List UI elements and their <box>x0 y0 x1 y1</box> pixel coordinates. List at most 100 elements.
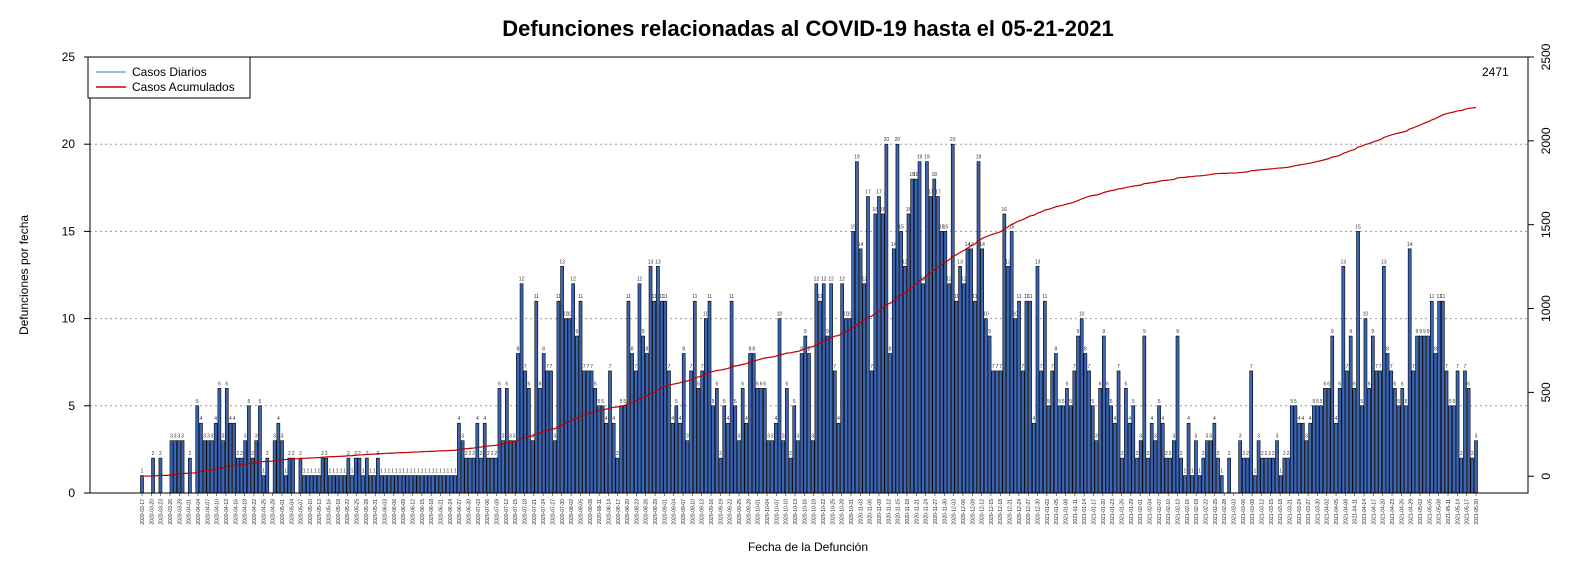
bar-198 <box>869 370 874 494</box>
bar-value-label: 7 <box>1250 364 1253 370</box>
bar-184 <box>818 300 822 494</box>
bar-209 <box>910 178 914 494</box>
bar-126 <box>604 422 609 494</box>
bar-247 <box>1050 370 1055 494</box>
bar-value-label: 3 <box>1239 434 1242 440</box>
bar-value-label: 7 <box>701 364 704 370</box>
bar-value-label: 9 <box>1419 329 1422 335</box>
bar-36 <box>272 440 277 494</box>
bar-211 <box>917 161 922 494</box>
bar-value-label: 2 <box>251 451 254 457</box>
bar-335 <box>1374 370 1379 494</box>
bar-value-label: 17 <box>876 190 882 196</box>
bar-116 <box>567 318 572 494</box>
bar-329 <box>1352 388 1357 494</box>
bar-217 <box>939 231 944 494</box>
bar-value-label: 7 <box>550 364 553 370</box>
bar-value-label: 1 <box>413 469 416 475</box>
bar-318 <box>1312 405 1316 494</box>
x-tick-label-63: 2020-09-22 <box>728 499 734 525</box>
x-tick-label-25: 2020-05-31 <box>373 499 379 525</box>
x-tick-label-120: 2021-03-12 <box>1259 499 1265 525</box>
bar-348 <box>1422 335 1427 494</box>
bar-value-label: 11 <box>1042 294 1047 300</box>
bar-value-label: 3 <box>207 434 210 440</box>
bar-value-label: 3 <box>255 434 258 440</box>
bar-282 <box>1179 457 1184 494</box>
x-tick-label-28: 2020-06-09 <box>401 499 407 525</box>
bar-value-label: 11 <box>817 294 822 300</box>
bar-value-label: 4 <box>727 416 730 422</box>
bar-10 <box>177 440 181 494</box>
bar-110 <box>545 370 550 494</box>
x-tick-label-55: 2020-08-29 <box>653 499 659 525</box>
x-tick-label-92: 2020-12-18 <box>998 499 1004 525</box>
bar-value-label: 1 <box>1254 469 1257 475</box>
x-tick-label-51: 2020-08-17 <box>616 499 622 525</box>
bar-124 <box>597 405 601 494</box>
x-tick-label-57: 2020-09-04 <box>672 499 678 525</box>
bar-281 <box>1175 335 1180 494</box>
bar-108 <box>538 388 542 494</box>
bar-value-label: 2 <box>1147 451 1150 457</box>
bar-value-label: 1 <box>443 469 446 475</box>
bar-value-label: 8 <box>752 346 755 352</box>
bar-value-label: 3 <box>181 434 184 440</box>
bar-277 <box>1160 422 1165 494</box>
bar-value-label: 10 <box>847 312 853 318</box>
bar-value-label: 6 <box>498 381 501 387</box>
bar-value-label: 11 <box>692 294 697 300</box>
bar-value-label: 3 <box>1209 434 1212 440</box>
bar-361 <box>1470 457 1475 494</box>
bar-value-label: 13 <box>648 259 654 265</box>
bar-120 <box>582 370 587 494</box>
bar-301 <box>1249 370 1254 494</box>
bar-value-label: 9 <box>988 329 991 335</box>
y-tick-label-2: 10 <box>62 312 76 326</box>
bar-268 <box>1127 422 1132 494</box>
bar-value-label: 1 <box>306 469 309 475</box>
bar-113 <box>556 300 561 494</box>
bar-value-label: 2 <box>1136 451 1139 457</box>
bar-value-label: 5 <box>1360 399 1363 405</box>
x-tick-label-40: 2020-07-15 <box>513 499 519 525</box>
bar-value-label: 3 <box>531 434 534 440</box>
bar-283 <box>1183 475 1187 494</box>
bar-value-label: 4 <box>774 416 777 422</box>
bar-305 <box>1264 457 1268 494</box>
bar-value-label: 7 <box>1040 364 1043 370</box>
bar-value-label: 8 <box>1434 346 1437 352</box>
x-tick-label-127: 2021-04-02 <box>1325 499 1331 525</box>
bar-value-label: 9 <box>1416 329 1419 335</box>
bar-value-label: 3 <box>811 434 814 440</box>
bar-161 <box>733 405 738 494</box>
x-tick-label-128: 2021-04-05 <box>1334 499 1340 525</box>
bar-326 <box>1341 265 1346 494</box>
bar-147 <box>681 353 686 494</box>
bar-74 <box>412 475 417 494</box>
x-tick-label-77: 2020-11-03 <box>858 499 864 524</box>
bar-135 <box>637 283 642 494</box>
bar-125 <box>600 405 605 494</box>
bar-value-label: 2 <box>152 451 155 457</box>
bar-34 <box>265 457 270 494</box>
bar-97 <box>497 388 502 494</box>
bar-value-label: 19 <box>976 155 982 161</box>
legend-box <box>87 56 251 99</box>
x-tick-label-97: 2021-01-02 <box>1045 499 1051 525</box>
bar-204 <box>891 248 896 494</box>
bar-206 <box>899 231 903 494</box>
bar-0 <box>140 475 144 494</box>
x-tick-label-33: 2020-06-24 <box>448 499 454 525</box>
bar-value-label: 10 <box>1079 312 1085 318</box>
bar-151 <box>696 388 701 494</box>
bar-330 <box>1356 231 1360 494</box>
bar-value-label: 1 <box>450 469 453 475</box>
bar-312 <box>1289 405 1294 494</box>
bar-260 <box>1098 388 1102 494</box>
bar-243 <box>1035 265 1040 494</box>
bar-value-label: 3 <box>244 434 247 440</box>
x-tick-label-102: 2021-01-17 <box>1092 499 1098 525</box>
x-tick-label-124: 2021-03-24 <box>1297 499 1303 525</box>
bar-314 <box>1297 422 1301 494</box>
